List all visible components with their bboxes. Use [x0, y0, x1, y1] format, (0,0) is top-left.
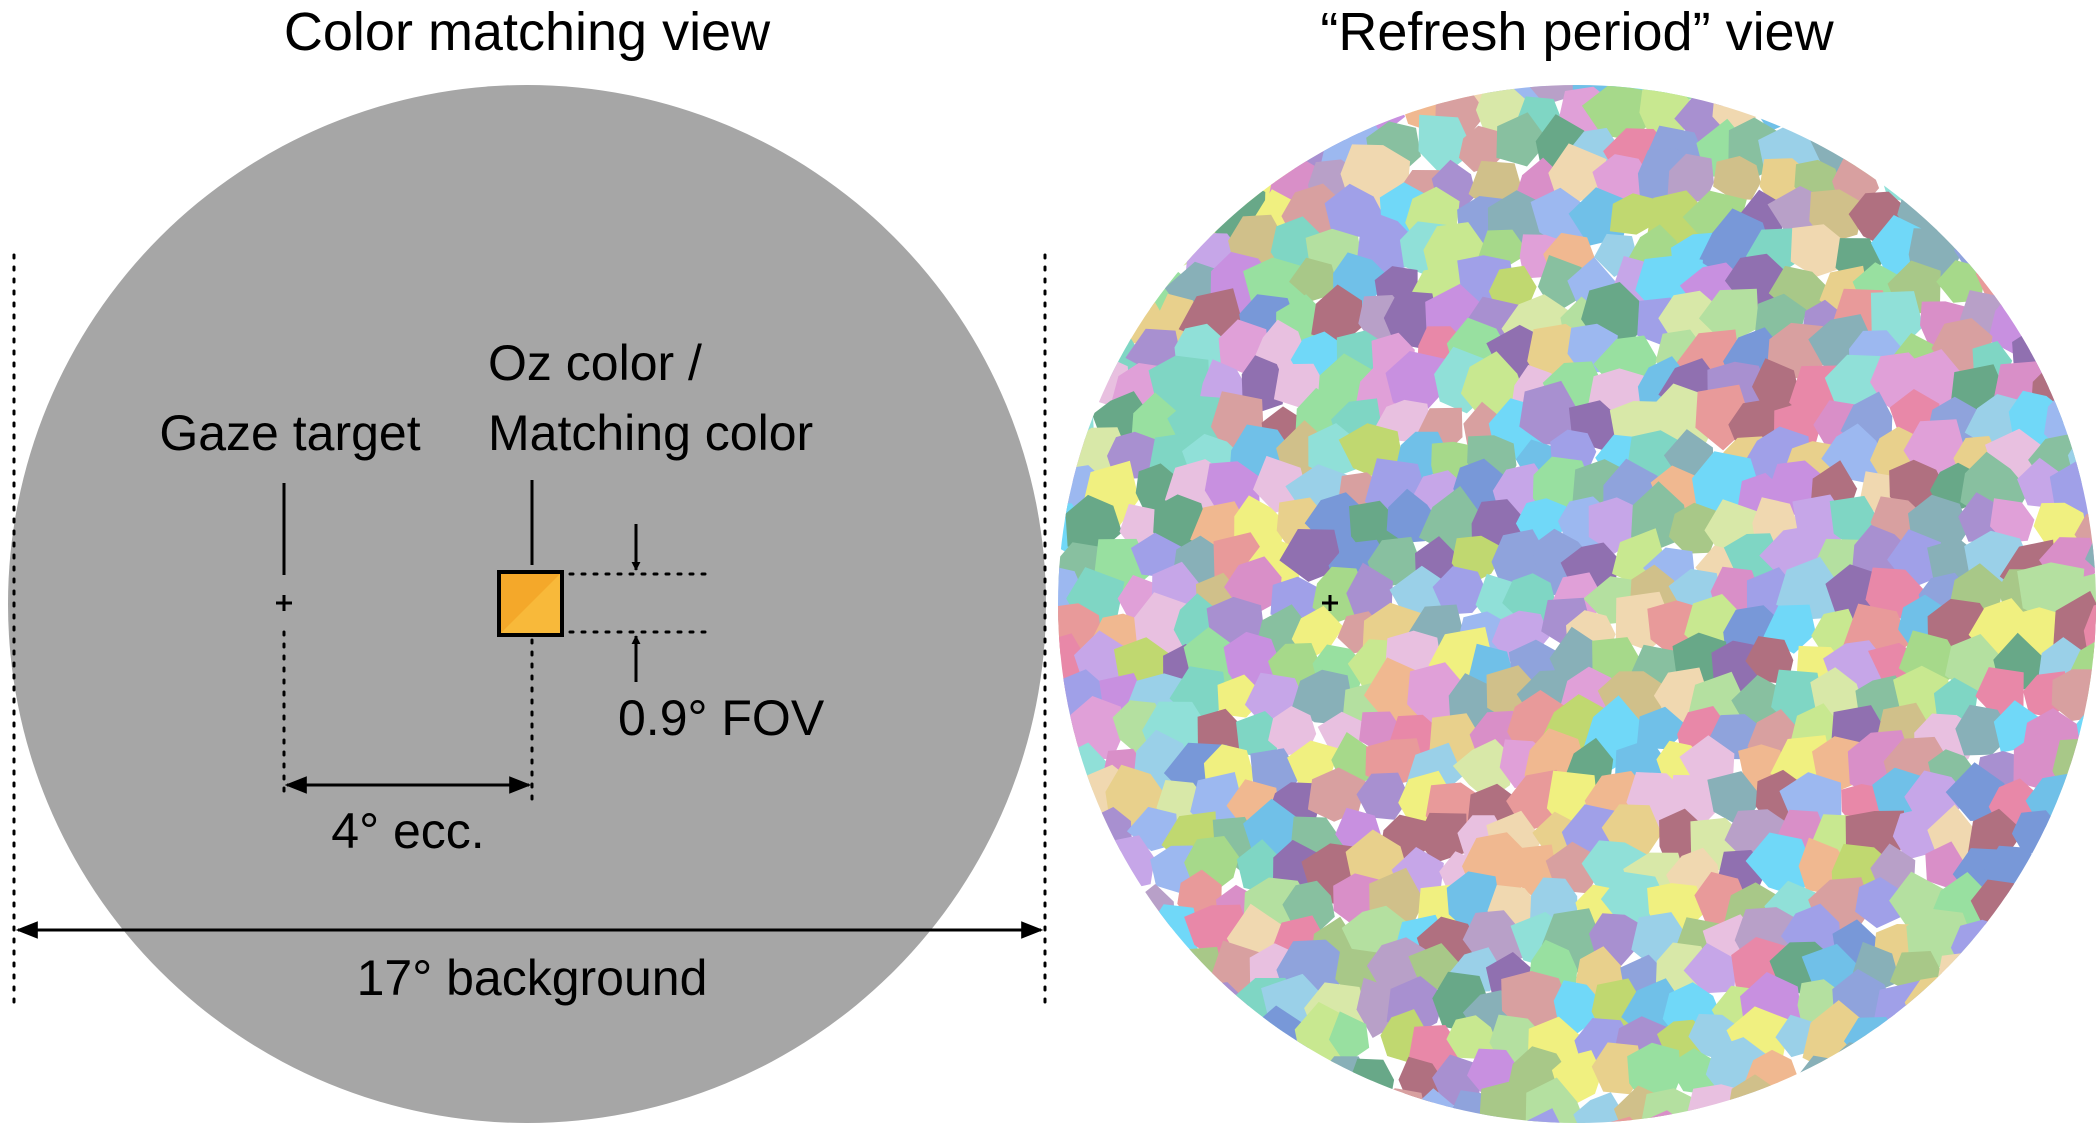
- mosaic-cell: [1130, 532, 1182, 579]
- mosaic-cell: [1298, 85, 1362, 141]
- mosaic-cell: [1793, 1055, 1844, 1107]
- stimulus-label-line2: Matching color: [488, 405, 813, 461]
- mosaic-cell: [1356, 772, 1410, 820]
- mosaic-cell: [1452, 739, 1515, 801]
- mosaic-cell: [1058, 334, 1110, 387]
- mosaic-cell: [2010, 878, 2077, 952]
- mosaic-cell: [1581, 85, 1655, 141]
- mosaic-cell: [1667, 153, 1714, 204]
- mosaic-cell: [1530, 187, 1593, 247]
- mosaic-cell: [2055, 815, 2096, 866]
- mosaic-cell: [1307, 767, 1367, 822]
- mosaic-cell: [1855, 877, 1903, 929]
- mosaic-cell: [1935, 951, 1992, 1005]
- mosaic-cell: [1292, 669, 1353, 725]
- mosaic-cell: [1667, 1048, 1719, 1096]
- mosaic-cell: [2026, 857, 2077, 899]
- mosaic-cell: [1416, 812, 1467, 863]
- mosaic-cell: [1787, 88, 1840, 139]
- mosaic-cell: [2092, 677, 2096, 721]
- mosaic-cell: [1289, 257, 1340, 302]
- mosaic-cell: [1311, 284, 1363, 345]
- mosaic-cell: [1501, 971, 1571, 1033]
- fov-label: 0.9° FOV: [618, 690, 825, 746]
- mosaic-cell: [1892, 808, 1942, 860]
- mosaic-cell: [1553, 980, 1601, 1036]
- stimulus-square: [497, 570, 564, 637]
- mosaic-cell: [1573, 1092, 1627, 1123]
- mosaic-cell: [1502, 573, 1556, 623]
- mosaic-cell: [1713, 156, 1761, 200]
- mosaic-cell: [1745, 832, 1813, 898]
- mosaic-cell: [2092, 465, 2096, 517]
- mosaic-cell: [1468, 1118, 1525, 1123]
- refresh-period-title: “Refresh period” view: [1320, 2, 1834, 62]
- refresh-mosaic: [1058, 85, 2096, 1123]
- mosaic-cell: [1773, 1075, 1827, 1123]
- mosaic-cell: [1977, 224, 2044, 285]
- mosaic-cell: [1058, 817, 1105, 862]
- mosaic-cell: [1131, 392, 1185, 449]
- mosaic-cell: [1356, 211, 1417, 274]
- gaze-target-label: Gaze target: [159, 405, 420, 461]
- refresh-period-panel: “Refresh period” view: [1058, 2, 2096, 1123]
- refresh-gaze-cross-icon: [1322, 595, 1338, 611]
- mosaic-cell: [1446, 1015, 1500, 1059]
- mosaic-cell: [1373, 1088, 1428, 1123]
- mosaic-cell: [1202, 1004, 1259, 1074]
- mosaic-cell: [1091, 254, 1158, 314]
- mosaic-cell: [2013, 731, 2062, 792]
- mosaic-cell: [1115, 910, 1172, 971]
- mosaic-cell: [1698, 288, 1759, 346]
- mosaic-cell: [1496, 112, 1549, 167]
- mosaic-cell: [1224, 556, 1282, 612]
- mosaic-cell: [1872, 980, 1939, 1051]
- mosaic-cell: [1990, 498, 2035, 543]
- mosaic-cell: [1328, 1011, 1370, 1064]
- mosaic-cell: [1519, 380, 1579, 446]
- mosaic-cell: [1320, 1092, 1377, 1123]
- color-matching-panel: Color matching view 17° background Gaze …: [8, 2, 1047, 1123]
- mosaic-cell: [1065, 494, 1123, 552]
- mosaic-cell: [1683, 943, 1737, 994]
- mosaic-cell: [1385, 351, 1447, 418]
- stimulus-label-line1: Oz color /: [488, 335, 702, 391]
- mosaic-cell: [1790, 224, 1844, 277]
- mosaic-cell: [1279, 529, 1343, 582]
- background-label: 17° background: [357, 950, 708, 1006]
- mosaic-cell: [1994, 907, 2057, 974]
- mosaic-cell: [1668, 502, 1718, 554]
- mosaic-cell: [1479, 1079, 1540, 1123]
- mosaic-cell: [1776, 556, 1840, 620]
- color-matching-title: Color matching view: [284, 2, 771, 62]
- mosaic-cell: [1918, 160, 1966, 208]
- mosaic-cell: [1188, 153, 1236, 211]
- mosaic-cell: [1525, 1077, 1587, 1123]
- mosaic-cell: [1636, 706, 1690, 750]
- mosaic-cell: [1348, 1058, 1395, 1107]
- mosaic-cell: [1062, 696, 1123, 760]
- mosaic-cell: [1418, 486, 1481, 554]
- gaze-target-cross-icon: [276, 595, 292, 611]
- mosaic-cell: [1074, 842, 1126, 895]
- mosaic-cell: [1679, 735, 1735, 788]
- mosaic-cell: [1058, 769, 1085, 826]
- eccentricity-label: 4° ecc.: [331, 803, 484, 859]
- mosaic-cell: [1268, 706, 1317, 756]
- mosaic-cell: [1458, 125, 1508, 172]
- mosaic-cell: [1592, 154, 1654, 205]
- mosaic-cell: [1937, 187, 1988, 245]
- mosaic-cell: [1373, 85, 1432, 114]
- mosaic-cell: [1950, 919, 2011, 977]
- mosaic-cell: [1891, 1025, 1940, 1069]
- mosaic-cell: [1609, 193, 1656, 235]
- mosaic-cell: [1418, 114, 1474, 177]
- mosaic-cell: [1432, 566, 1488, 615]
